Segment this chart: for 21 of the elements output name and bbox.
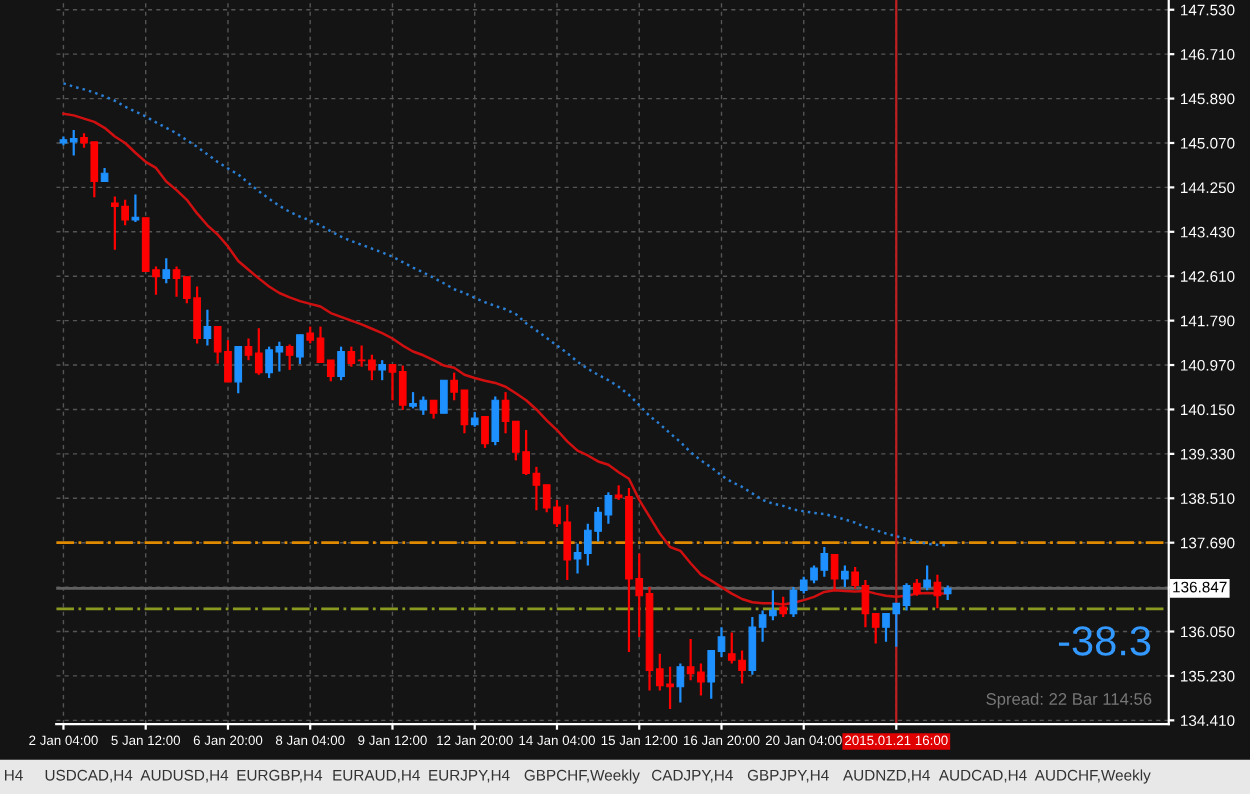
candlestick (491, 395, 500, 447)
candlestick (841, 564, 849, 589)
candlestick (285, 343, 294, 372)
candlestick (203, 308, 212, 347)
candlestick (337, 345, 345, 382)
candlestick (481, 415, 489, 450)
candlestick (440, 379, 448, 415)
candlestick (234, 345, 243, 395)
candlestick (830, 553, 839, 592)
candlestick (429, 399, 438, 420)
candlestick (779, 595, 788, 618)
candlestick (933, 573, 942, 610)
candlestick (296, 333, 304, 366)
candlestick (923, 564, 931, 592)
line-series (62, 82, 949, 547)
candlestick (378, 359, 387, 382)
candlestick (676, 662, 685, 704)
candlestick (131, 193, 140, 224)
annotation: Spread: 22 Bar 114:56 (986, 692, 1152, 709)
annotation: -38.3 (1058, 626, 1151, 656)
candlestick (162, 257, 171, 285)
